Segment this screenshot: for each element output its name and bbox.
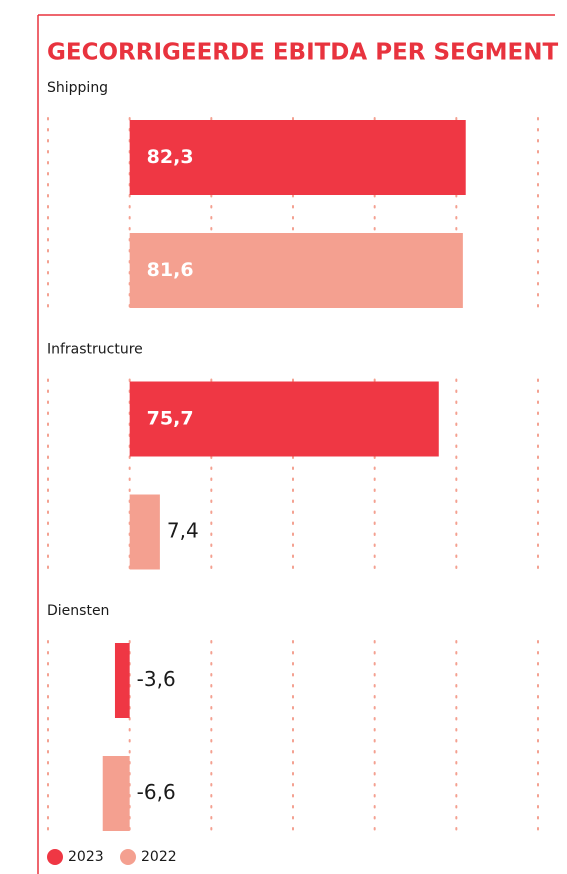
- bar: [114, 643, 130, 718]
- value-label: -3,6: [137, 667, 176, 691]
- chart-title: GECORRIGEERDE EBITDA PER SEGMENT: [47, 40, 558, 66]
- bar: [129, 381, 439, 457]
- bar: [129, 494, 160, 570]
- value-label: 82,3: [147, 146, 194, 168]
- value-label: -6,6: [137, 780, 176, 804]
- legend-swatch: [47, 849, 63, 865]
- category-label: Shipping: [47, 80, 108, 96]
- bar: [102, 756, 130, 831]
- value-label: 7,4: [167, 519, 199, 543]
- legend-swatch: [120, 849, 136, 865]
- category-label: Diensten: [47, 603, 109, 619]
- bar: [129, 233, 463, 308]
- bar: [129, 120, 466, 195]
- value-label: 75,7: [147, 408, 194, 430]
- legend-label: 2022: [141, 849, 177, 865]
- category-label: Infrastructure: [47, 342, 143, 358]
- value-label: 81,6: [147, 259, 194, 281]
- legend-label: 2023: [68, 849, 104, 865]
